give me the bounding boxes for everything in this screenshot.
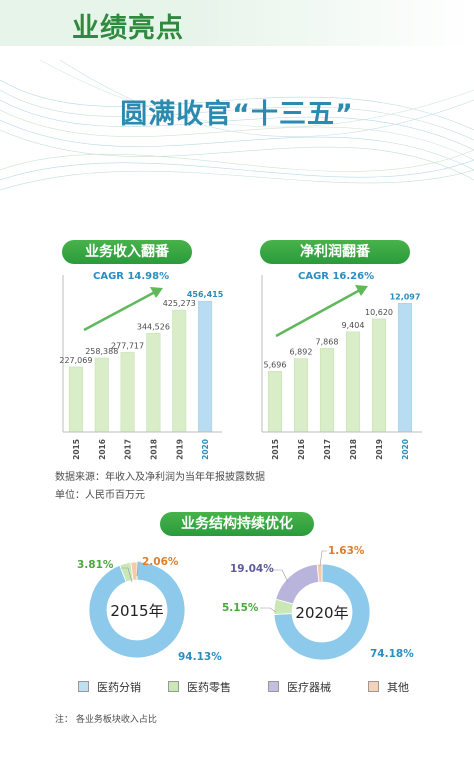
donut-2020-slice-2 [275, 563, 320, 605]
profit-bar-2016 [293, 358, 309, 433]
revenue-value-label-2015: 227,069 [59, 356, 92, 365]
profit-bar-2018 [345, 331, 361, 433]
revenue-value-label-2018: 344,526 [137, 322, 170, 331]
revenue-bar-2017 [120, 352, 135, 433]
profit-value-label-2017: 7,868 [316, 337, 339, 346]
revenue-chart-title: 业务收入翻番 [62, 240, 192, 264]
donut-2015-leader-1 [121, 567, 133, 583]
profit-value-label-2019: 10,620 [365, 308, 393, 317]
donut-2015-leader-3 [136, 561, 141, 577]
donut-2015-slice-1 [119, 561, 134, 583]
donut-2015-slice-0 [88, 561, 186, 659]
profit-bar-2019 [371, 318, 387, 433]
revenue-bar-2018 [146, 332, 161, 433]
unit-note: 单位：人民币百万元 [55, 490, 145, 501]
revenue-tick-label-2017: 2017 [124, 439, 133, 460]
revenue-value-label-2016: 258,388 [85, 347, 118, 356]
revenue-tick-label-2015: 2015 [72, 439, 81, 460]
donut-2015-slice-3 [130, 561, 138, 581]
structure-chart-title: 业务结构持续优化 [160, 512, 314, 536]
profit-bar-2015 [267, 371, 283, 433]
legend-label-devices: 医疗器械 [287, 681, 331, 694]
header-band [0, 0, 474, 46]
donut-2020-slice-label-1: 5.15% [222, 602, 259, 614]
donut-2020-slice-3 [316, 563, 323, 583]
revenue-tick-label-2016: 2016 [98, 439, 107, 460]
donut-2020-leader-3 [319, 550, 327, 567]
profit-bar-2017 [319, 347, 335, 433]
legend-item-distribution: 医药分销 [78, 679, 141, 695]
donut-2020-slice-label-0: 74.18% [370, 648, 414, 660]
legend-swatch-devices [268, 681, 279, 692]
revenue-value-label-2017: 277,717 [111, 341, 144, 350]
profit-value-label-2016: 6,892 [290, 348, 313, 357]
legend-swatch-retail [168, 681, 179, 692]
hero-wave-decoration [0, 60, 474, 191]
legend-item-other: 其他 [368, 679, 409, 695]
legend-item-devices: 医疗器械 [268, 679, 331, 695]
donut-2015-slice-label-1: 3.81% [77, 559, 114, 571]
revenue-tick-label-2019: 2019 [175, 439, 184, 460]
legend-label-distribution: 医药分销 [97, 681, 141, 694]
profit-tick-label-2015: 2015 [271, 439, 280, 460]
profit-tick-label-2020: 2020 [401, 439, 410, 460]
donut-2015-slice-label-0: 94.13% [178, 651, 222, 663]
donut-2020-leader-2 [270, 569, 289, 583]
revenue-bar-2019 [172, 309, 187, 433]
profit-value-label-2018: 9,404 [342, 321, 365, 330]
legend-swatch-distribution [78, 681, 89, 692]
profit-tick-label-2016: 2016 [297, 439, 306, 460]
revenue-value-label-2019: 425,273 [163, 299, 196, 308]
donut-2015-slice-label-3: 2.06% [142, 556, 179, 568]
page-title: 业绩亮点 [72, 13, 184, 44]
donut-2020-slice-0 [273, 563, 371, 661]
revenue-bar-2020 [198, 300, 213, 433]
profit-cagr-label: CAGR 16.26% [298, 271, 375, 282]
legend-label-retail: 医药零售 [187, 681, 231, 694]
legend-swatch-other [368, 681, 379, 692]
profit-chart-title: 净利润翻番 [260, 240, 410, 264]
profit-bar-2020 [397, 302, 413, 433]
footnote: 注： 各业务板块收入占比 [55, 715, 157, 725]
hero-title: 圆满收官“十三五” [120, 99, 354, 130]
donut-2020-slice-1 [273, 598, 294, 615]
revenue-tick-label-2018: 2018 [149, 439, 158, 460]
revenue-bar-2016 [94, 357, 109, 433]
profit-value-label-2015: 5,696 [264, 360, 287, 369]
legend-item-retail: 医药零售 [168, 679, 231, 695]
profit-tick-label-2017: 2017 [323, 439, 332, 460]
revenue-tick-label-2020: 2020 [201, 439, 210, 460]
revenue-value-label-2020: 456,415 [187, 290, 224, 299]
profit-tick-label-2018: 2018 [349, 439, 358, 460]
donut-2020-leader-1 [260, 607, 277, 613]
donut-2020-slice-label-3: 1.63% [328, 545, 365, 557]
donut-2020-slice-label-2: 19.04% [230, 563, 274, 575]
data-source-note: 数据来源：年收入及净利润为当年年报披露数据 [55, 472, 265, 483]
donut-2015-center-label: 2015年 [110, 602, 163, 620]
profit-value-label-2020: 12,097 [390, 292, 421, 301]
donut-2020-center-label: 2020年 [295, 604, 348, 622]
profit-tick-label-2019: 2019 [375, 439, 384, 460]
revenue-bar-2015 [68, 366, 83, 433]
revenue-cagr-label: CAGR 14.98% [93, 271, 170, 282]
legend-label-other: 其他 [387, 681, 409, 694]
